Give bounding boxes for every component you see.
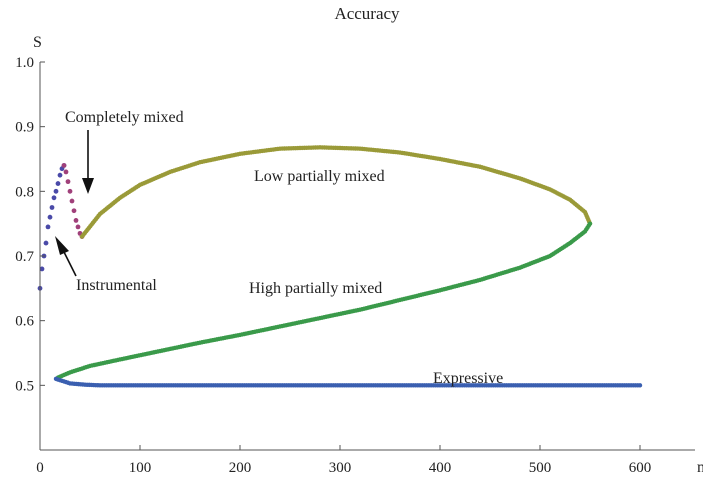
data-point [71,208,77,214]
data-point [63,169,69,175]
series-completely-mixed [61,163,85,240]
x-axis-label: n [697,459,703,476]
x-tick-label: 0 [36,460,44,476]
x-tick-label: 400 [429,460,452,476]
data-point [51,195,57,201]
x-tick-label: 100 [129,460,152,476]
data-point [53,188,59,194]
y-tick-label: 0.9 [15,120,34,136]
data-point [61,163,67,168]
y-tick-label: 0.6 [15,314,34,330]
data-point [49,205,55,210]
data-point [69,198,75,204]
annotation-high-partially-mixed: High partially mixed [249,280,382,297]
y-tick-label: 0.5 [15,378,34,394]
y-axis-label: S [33,34,42,51]
data-point [587,221,593,226]
plot-area [37,145,643,388]
ticks: 0 100 200 300 400 500 600 0.5 0.6 0.7 0.8 0.9 1.0 [15,55,651,476]
data-point [55,181,61,186]
x-tick-label: 200 [229,460,252,476]
arrow-instrumental-head [55,236,69,255]
data-point [67,188,73,194]
data-point [39,266,45,272]
arrow-completely-mixed-head [82,178,94,194]
annotations: Completely mixed Low partially mixed Ins… [55,109,503,387]
x-tick-label: 600 [629,460,652,476]
data-point [75,224,81,230]
series-high-partially-mixed [55,221,593,380]
x-tick-label: 300 [329,460,352,476]
x-tick-label: 500 [529,460,552,476]
annotation-completely-mixed: Completely mixed [65,109,184,126]
annotation-instrumental: Instrumental [76,277,157,294]
series-instrumental [37,163,67,291]
y-tick-label: 1.0 [15,55,34,71]
data-point [45,224,51,230]
annotation-expressive: Expressive [433,370,503,387]
data-point [73,218,79,223]
data-point [47,214,53,220]
y-tick-label: 0.8 [15,184,34,200]
data-point [65,179,71,185]
series-low-partially-mixed [79,145,593,239]
annotation-low-partially-mixed: Low partially mixed [254,168,385,185]
series-expressive [53,376,643,388]
data-point [57,172,63,178]
y-tick-label: 0.7 [15,249,34,265]
labels: Accuracy S n [33,4,703,476]
data-point [43,240,49,246]
chart-title: Accuracy [334,4,400,23]
data-point [637,383,643,388]
